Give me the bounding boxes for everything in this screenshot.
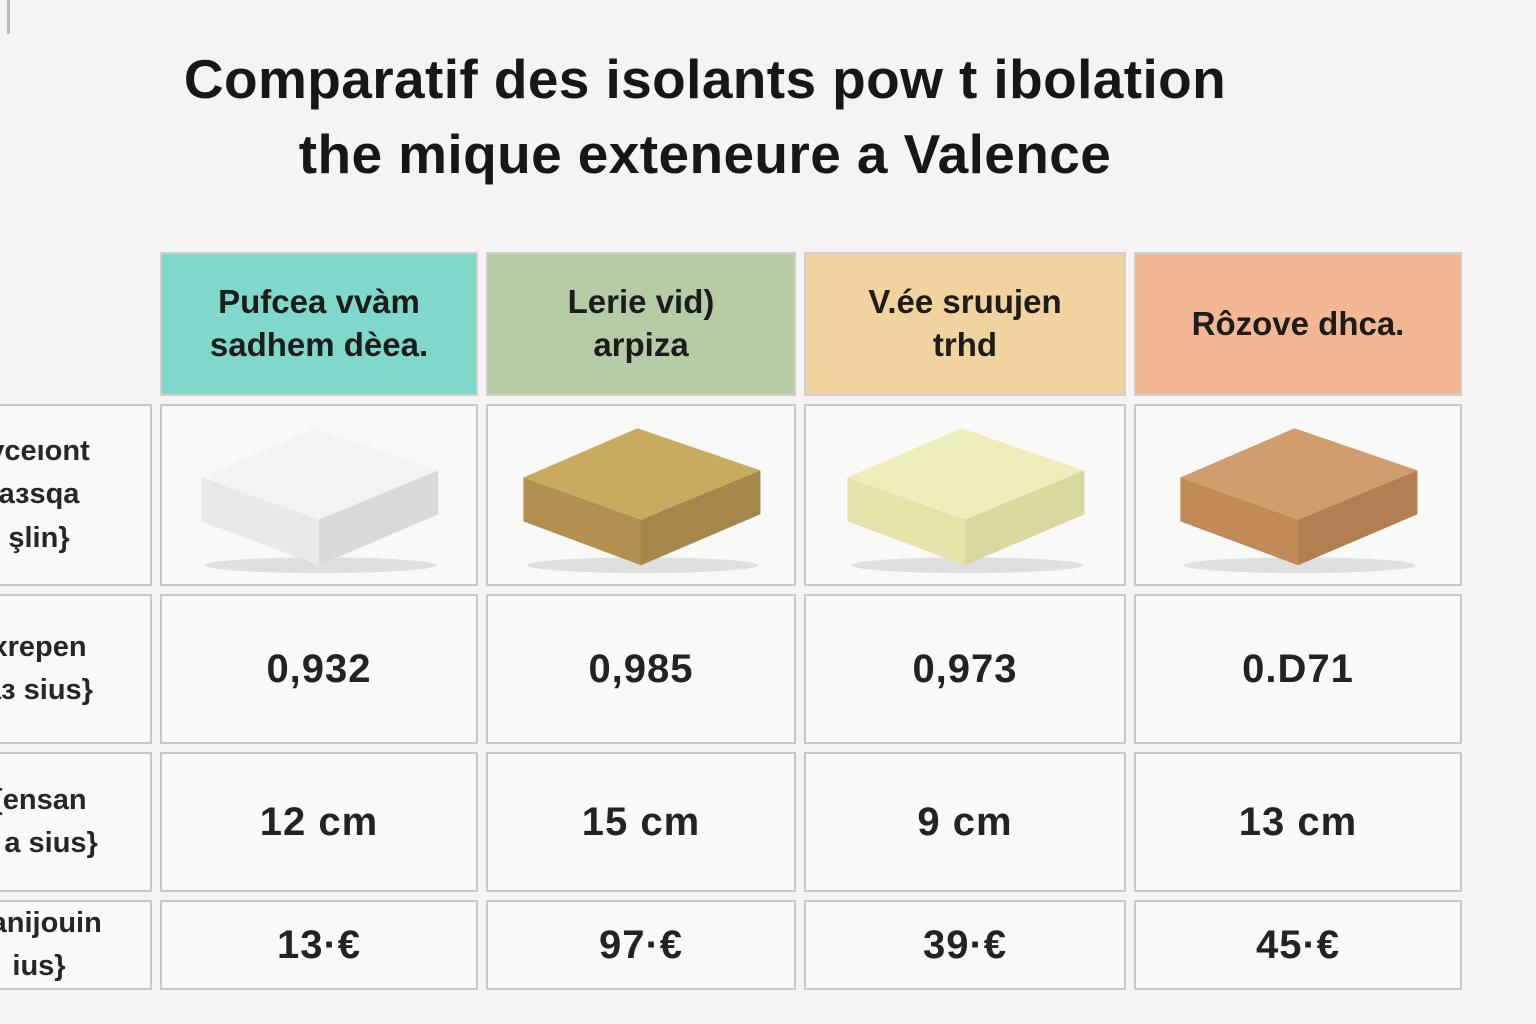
price-cell-2: 97·€ (486, 900, 796, 990)
column-header-2-line-1: Lerie vid) (567, 283, 715, 321)
lambda-cell-2: 0,985 (486, 594, 796, 744)
insulation-block-cork-icon (1180, 428, 1418, 574)
thickness-value-2: 15 cm (581, 799, 701, 844)
thickness-value-4: 13 cm (1238, 799, 1358, 844)
lambda-cell-4: 0.D71 (1134, 594, 1462, 744)
thickness-value-3: 9 cm (917, 799, 1013, 844)
column-header-4: Rôzove dhca. (1134, 252, 1462, 396)
row-label-price-line-1: zanijouin (0, 906, 102, 939)
page-title-line-1: Comparatif des isolants pow t ibolation (183, 48, 1227, 110)
comparison-table: Pufcea vvàm sadhem dèea. Lerie vid) arpi… (0, 252, 1462, 990)
column-header-2-line-2: arpiza (593, 326, 689, 363)
column-header-1-line-2: sadhem dèea. (209, 326, 429, 363)
corner-tick-line (7, 0, 10, 34)
price-value-2: 97·€ (598, 922, 684, 967)
insulation-block-white-icon (201, 428, 439, 574)
insulation-block-yellow-icon (847, 428, 1085, 574)
header-spacer-cell (0, 252, 152, 396)
column-header-1-line-1: Pufcea vvàm (218, 283, 420, 321)
lambda-cell-3: 0,973 (804, 594, 1126, 744)
row-label-material-line-1: vceıont (0, 434, 90, 467)
row-label-lambda: xrepen aз sius} (0, 594, 152, 744)
price-cell-3: 39·€ (804, 900, 1126, 990)
lambda-value-2: 0,985 (588, 646, 694, 691)
material-image-cell-3 (804, 404, 1126, 586)
price-value-1: 13·€ (276, 922, 362, 967)
column-header-3-line-2: trhd (932, 326, 998, 363)
thickness-cell-3: 9 cm (804, 752, 1126, 892)
page-title-line-2: the mique exteneure a Valence (298, 122, 1112, 185)
thickness-cell-4: 13 cm (1134, 752, 1462, 892)
price-cell-1: 13·€ (160, 900, 478, 990)
row-label-material: vceıont азsqa şlin} (0, 404, 152, 586)
material-image-cell-1 (160, 404, 478, 586)
column-header-3: V.ée sruujen trhd (804, 252, 1126, 396)
page-title: Comparatif des isolants pow t ibolation … (70, 42, 1340, 192)
lambda-cell-1: 0,932 (160, 594, 478, 744)
column-header-3-line-1: V.ée sruujen (868, 283, 1062, 321)
row-label-thickness: {ensan a a sius} (0, 752, 152, 892)
lambda-value-4: 0.D71 (1242, 646, 1354, 691)
row-label-price: zanijouin ius} (0, 900, 152, 990)
row-label-thickness-line-2: a a sius} (0, 827, 98, 859)
row-label-lambda-line-2: aз sius} (0, 674, 93, 706)
material-image-cell-2 (486, 404, 796, 586)
lambda-value-3: 0,973 (912, 646, 1018, 691)
row-label-thickness-line-1: {ensan (0, 783, 87, 816)
material-image-cell-4 (1134, 404, 1462, 586)
row-label-material-line-3: şlin} (8, 521, 70, 554)
column-header-2: Lerie vid) arpiza (486, 252, 796, 396)
column-header-1: Pufcea vvàm sadhem dèea. (160, 252, 478, 396)
row-label-material-line-2: азsqa (0, 478, 80, 511)
price-cell-4: 45·€ (1134, 900, 1462, 990)
thickness-cell-1: 12 cm (160, 752, 478, 892)
row-label-lambda-line-1: xrepen (0, 630, 87, 663)
row-label-price-line-2: ius} (12, 950, 66, 982)
column-header-4-line-1: Rôzove dhca. (1191, 304, 1405, 342)
thickness-value-1: 12 cm (259, 799, 379, 844)
price-value-4: 45·€ (1255, 922, 1341, 967)
lambda-value-1: 0,932 (266, 646, 372, 691)
thickness-cell-2: 15 cm (486, 752, 796, 892)
insulation-block-wood-icon (523, 428, 761, 574)
price-value-3: 39·€ (922, 922, 1008, 967)
